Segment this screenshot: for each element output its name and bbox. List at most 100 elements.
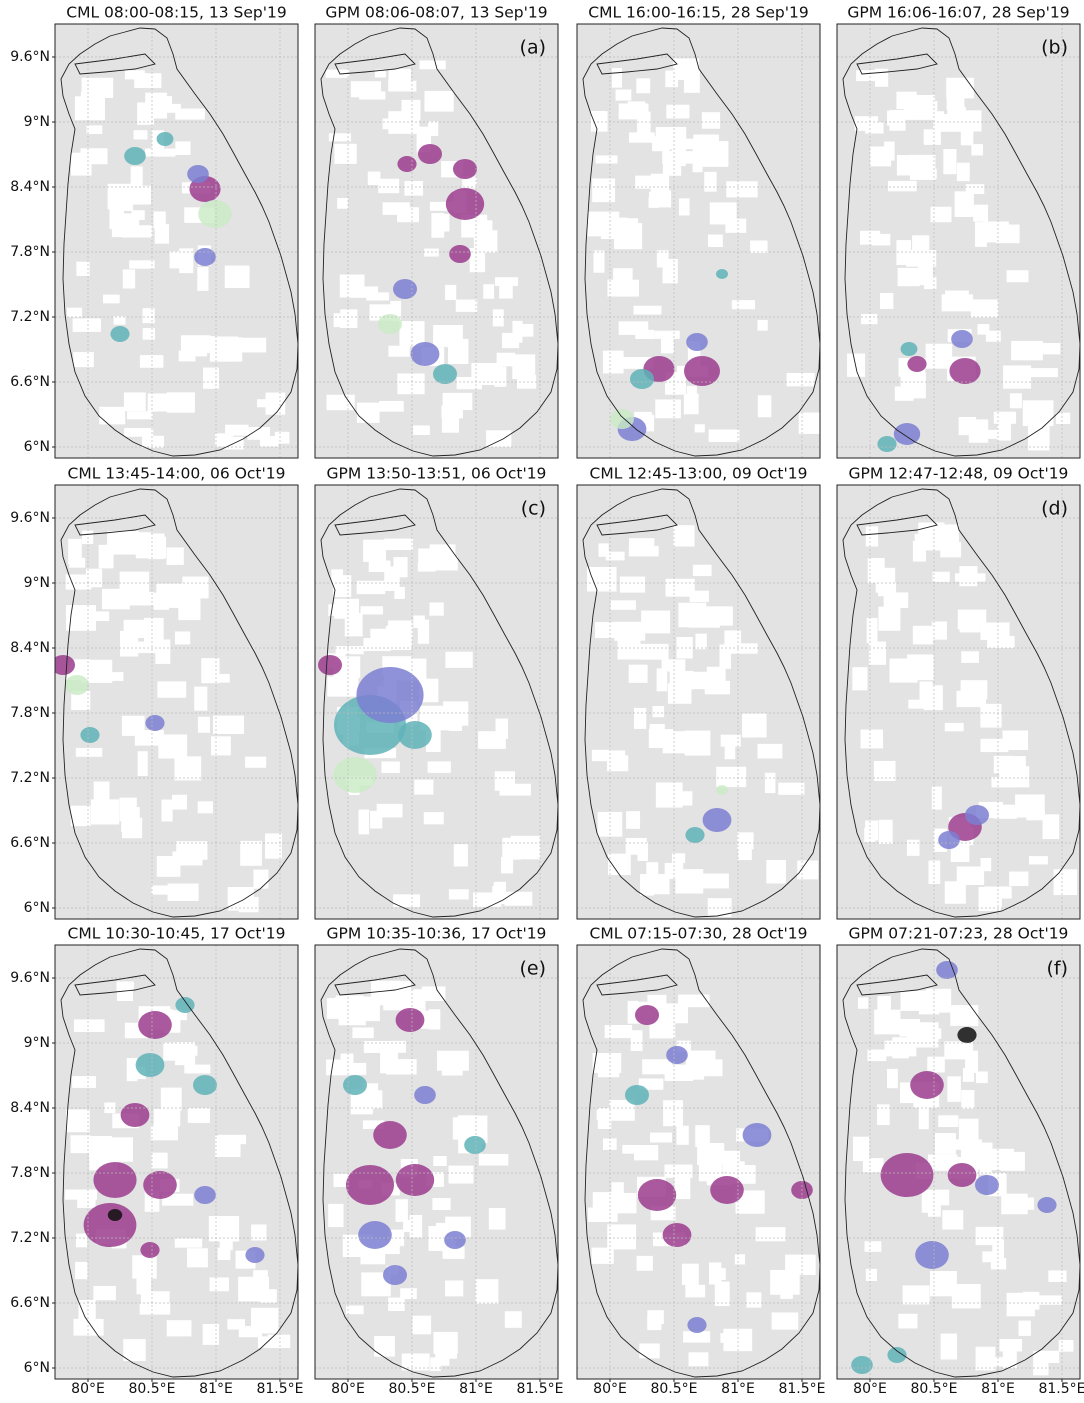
coverage-patch bbox=[597, 811, 623, 837]
y-tick-label: 8.4°N bbox=[10, 1100, 50, 1116]
coverage-patch bbox=[1002, 1345, 1017, 1369]
rain-patch bbox=[710, 1176, 744, 1204]
coverage-patch bbox=[154, 224, 170, 244]
rain-patch bbox=[965, 805, 989, 825]
coverage-patch bbox=[778, 782, 805, 795]
coverage-patch bbox=[902, 1285, 930, 1305]
coverage-patch bbox=[943, 149, 957, 175]
coverage-patch bbox=[622, 1144, 637, 1154]
coverage-patch bbox=[608, 853, 631, 876]
coverage-patch bbox=[947, 1076, 961, 1102]
coverage-patch bbox=[694, 424, 705, 433]
coverage-patch bbox=[126, 1058, 138, 1082]
coverage-patch bbox=[421, 986, 446, 1001]
coverage-patch bbox=[982, 1251, 995, 1263]
coverage-patch bbox=[374, 69, 387, 78]
coverage-patch bbox=[267, 1334, 291, 1349]
coastline bbox=[582, 27, 820, 457]
coverage-patch bbox=[961, 651, 979, 663]
coverage-patch bbox=[94, 611, 110, 621]
coverage-patch bbox=[142, 328, 156, 340]
coverage-patch bbox=[587, 566, 617, 592]
coverage-patch bbox=[1026, 368, 1058, 378]
rain-patch bbox=[686, 333, 708, 351]
panel-title: GPM 13:50-13:51, 06 Oct'19 bbox=[327, 465, 547, 483]
rain-patch bbox=[410, 342, 440, 366]
coverage-patch bbox=[628, 545, 659, 557]
coverage-patch bbox=[356, 580, 386, 595]
coverage-patch bbox=[647, 1316, 662, 1331]
coverage-patch bbox=[725, 643, 758, 654]
coverage-patch bbox=[674, 1177, 691, 1200]
map-panel bbox=[576, 944, 821, 1380]
coverage-patch bbox=[437, 214, 450, 232]
coverage-patch bbox=[625, 837, 647, 855]
coverage-patch bbox=[701, 873, 729, 889]
coverage-patch bbox=[861, 313, 878, 325]
coverage-patch bbox=[240, 840, 262, 866]
coverage-patch bbox=[983, 221, 1009, 243]
coverage-patch bbox=[175, 1042, 196, 1066]
coverage-patch bbox=[151, 885, 184, 895]
coverage-patch bbox=[770, 1269, 800, 1295]
coverage-patch bbox=[113, 316, 126, 325]
coverage-patch bbox=[918, 999, 940, 1015]
coverage-patch bbox=[419, 60, 446, 70]
coverage-patch bbox=[327, 676, 359, 697]
coverage-patch bbox=[621, 357, 654, 369]
map-panel: (d) bbox=[836, 484, 1081, 920]
coverage-patch bbox=[382, 118, 405, 130]
rain-patch bbox=[445, 188, 485, 220]
coverage-patch bbox=[186, 1248, 208, 1268]
coverage-patch bbox=[626, 811, 641, 829]
coverage-patch bbox=[366, 292, 390, 301]
coverage-patch bbox=[864, 1241, 882, 1252]
coverage-patch bbox=[1011, 340, 1043, 361]
coverage-patch bbox=[122, 225, 153, 238]
coverage-patch bbox=[639, 643, 669, 660]
coverage-patch bbox=[423, 812, 444, 825]
rain-patch bbox=[175, 997, 195, 1013]
coverage-patch bbox=[1042, 814, 1060, 840]
coverage-patch bbox=[984, 886, 1012, 899]
coverage-patch bbox=[883, 592, 909, 609]
coverage-patch bbox=[873, 760, 896, 782]
y-tick-label: 6°N bbox=[24, 1360, 50, 1376]
rain-patch bbox=[383, 1265, 407, 1285]
coverage-patch bbox=[731, 300, 756, 310]
coverage-patch bbox=[469, 248, 486, 273]
coverage-patch bbox=[635, 175, 655, 189]
coverage-patch bbox=[649, 1132, 673, 1143]
coverage-patch bbox=[397, 373, 425, 395]
coverage-patch bbox=[352, 1027, 374, 1039]
coverage-patch bbox=[665, 70, 678, 88]
map-panel: (a) bbox=[314, 23, 559, 459]
coverage-patch bbox=[856, 70, 888, 82]
rain-patch bbox=[55, 655, 75, 675]
rain-patch bbox=[949, 358, 981, 384]
coverage-patch bbox=[370, 810, 383, 829]
coverage-patch bbox=[852, 667, 868, 691]
coverage-patch bbox=[990, 1258, 1007, 1270]
coverage-patch bbox=[1003, 365, 1032, 389]
coverage-patch bbox=[681, 1263, 699, 1285]
coverage-patch bbox=[980, 703, 1002, 728]
y-tick-label: 6.6°N bbox=[10, 1295, 50, 1311]
coverage-patch bbox=[362, 1120, 385, 1129]
coverage-patch bbox=[934, 1133, 956, 1155]
coverage-patch bbox=[414, 779, 434, 795]
coverage-patch bbox=[701, 1059, 723, 1077]
coverage-patch bbox=[724, 737, 736, 760]
coverage-patch bbox=[635, 329, 655, 340]
coverage-patch bbox=[343, 1062, 367, 1075]
rain-patch bbox=[877, 436, 897, 452]
coverage-patch bbox=[202, 367, 220, 389]
coverage-patch bbox=[72, 318, 101, 332]
coverage-patch bbox=[1058, 1340, 1074, 1352]
rain-patch bbox=[685, 827, 705, 843]
coverage-patch bbox=[166, 1320, 192, 1337]
coverage-patch bbox=[887, 180, 917, 192]
x-tick-label: 81.5°E bbox=[516, 1381, 563, 1397]
map-panel: (b) bbox=[836, 23, 1081, 459]
coverage-patch bbox=[714, 1281, 730, 1307]
